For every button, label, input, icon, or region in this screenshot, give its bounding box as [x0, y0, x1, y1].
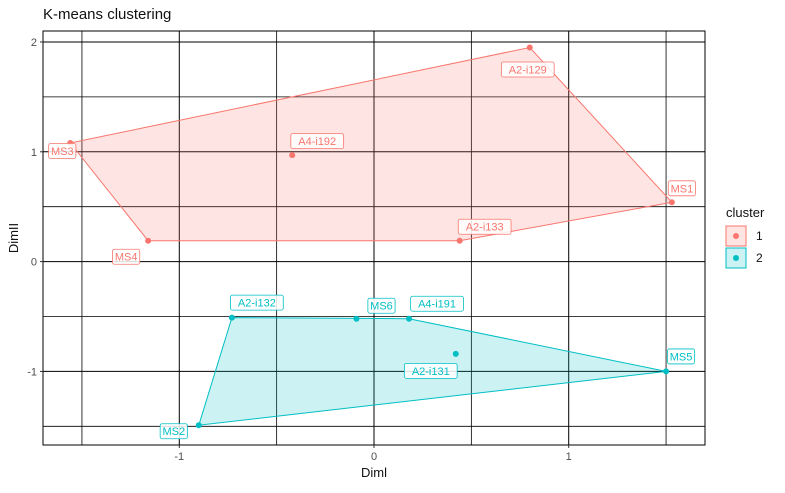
point-label: MS4 [115, 252, 138, 264]
data-point-ms1 [668, 199, 675, 206]
point-label-box [48, 143, 77, 159]
point-label: A2-i133 [466, 222, 504, 234]
chart-title: K-means clustering [43, 6, 172, 23]
cluster-1-hull [69, 46, 673, 242]
data-point-a4-i192 [289, 152, 296, 159]
point-label-box [159, 423, 188, 440]
data-point-ms4 [145, 237, 152, 244]
point-label-box [290, 133, 345, 149]
data-point-ms2 [195, 422, 202, 429]
point-label-box [367, 297, 396, 314]
point-label-box [667, 348, 696, 365]
data-point-a2-i132 [228, 314, 235, 321]
point-label-box [112, 248, 141, 265]
point-label-box [667, 180, 696, 197]
y-tick-label: 1 [31, 147, 37, 159]
point-label-box [403, 362, 458, 379]
x-tick-label: 1 [566, 451, 572, 463]
y-tick-label: 2 [31, 37, 37, 49]
point-label: A2-i129 [509, 64, 547, 76]
legend-title: cluster [726, 205, 765, 220]
point-label: MS3 [51, 146, 74, 158]
point-label-box [500, 61, 555, 78]
y-axis-label: DimII [6, 223, 21, 253]
point-label-box [410, 295, 464, 312]
data-point-ms5 [663, 368, 670, 375]
x-tick-label: -1 [174, 451, 184, 463]
x-tick-label: 0 [371, 451, 377, 463]
x-axis-label: Diml [361, 465, 387, 480]
point-label: MS2 [162, 426, 185, 438]
data-point-a2-i133 [456, 237, 463, 244]
point-label-box [457, 218, 512, 235]
point-label: A4-i192 [298, 136, 336, 148]
legend-key-point-1 [733, 233, 739, 239]
legend-key-point-2 [733, 255, 739, 261]
point-label: A4-i191 [418, 299, 456, 311]
point-label: A2-i132 [238, 298, 276, 310]
y-tick-label: -1 [27, 366, 37, 378]
point-label: MS1 [671, 183, 694, 195]
point-label-box [230, 294, 284, 311]
point-label: MS6 [370, 301, 393, 313]
legend-label-1: 1 [756, 229, 763, 243]
data-point-a4-i191 [406, 315, 413, 322]
point-label: MS5 [670, 351, 693, 363]
data-point-ms6 [353, 315, 360, 322]
y-tick-label: 0 [31, 257, 37, 269]
legend-label-2: 2 [756, 251, 763, 265]
data-point-a2-i129 [526, 44, 533, 51]
data-point-a2-i131 [452, 350, 459, 357]
point-label: A2-i131 [412, 366, 450, 378]
